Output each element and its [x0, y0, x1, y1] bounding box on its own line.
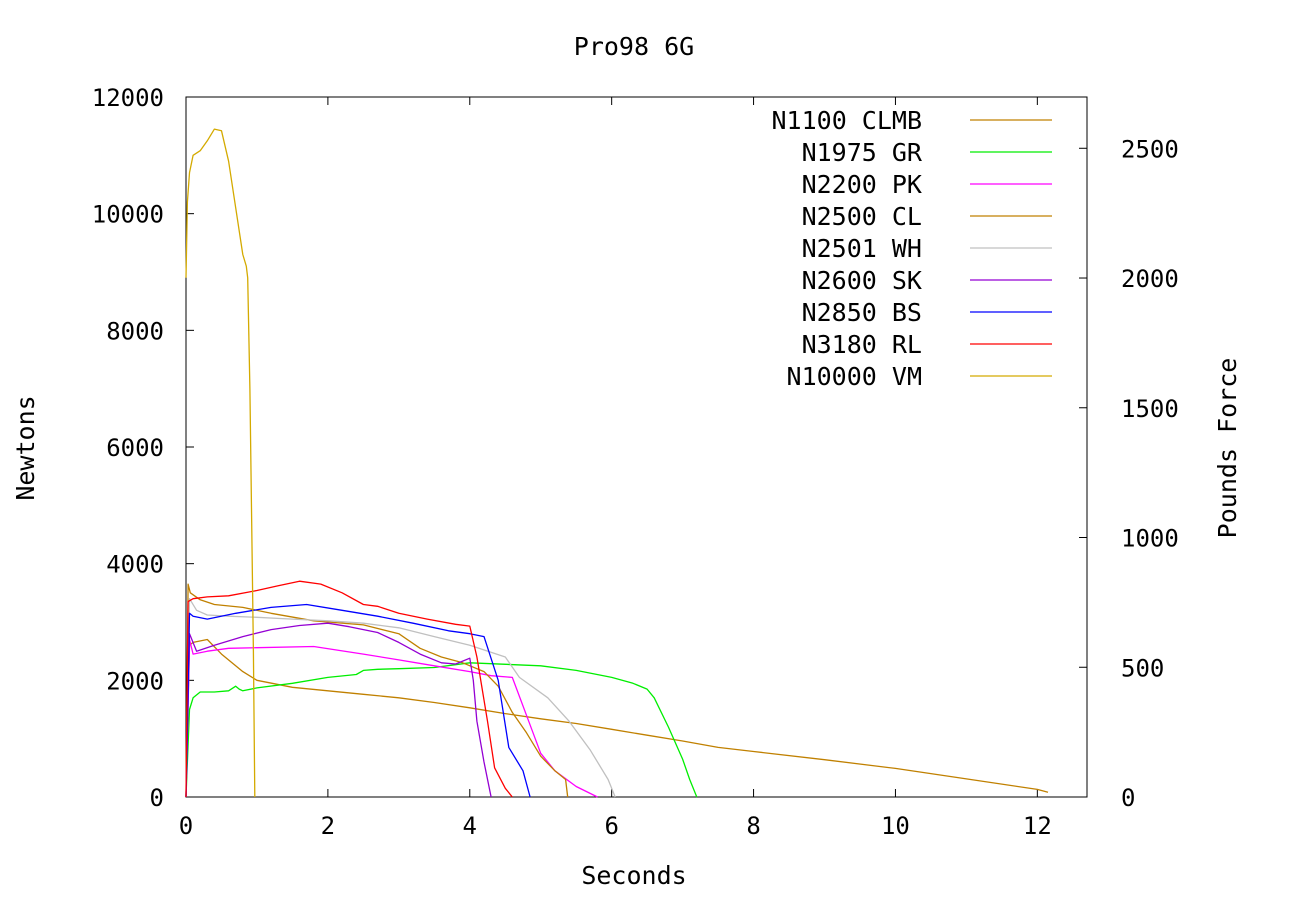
x-tick-label-4: 8: [746, 812, 760, 840]
x-tick-label-6: 12: [1023, 812, 1052, 840]
x-tick-label-2: 4: [463, 812, 477, 840]
y2-tick-label-4: 2000: [1121, 265, 1179, 293]
y-tick-label-3: 6000: [106, 434, 164, 462]
x-tick-label-0: 0: [179, 812, 193, 840]
series-line-n2850-bs: [185, 603, 531, 798]
legend-label-n2200-pk: N2200 PK: [802, 170, 922, 199]
series-line-n1975-gr: [185, 662, 698, 798]
y-tick-label-1: 2000: [106, 667, 164, 695]
series-line-n2500-cl: [185, 583, 569, 798]
series-layer: [185, 128, 1049, 798]
chart-title: Pro98 6G: [574, 32, 694, 61]
legend: N1100 CLMB N1975 GR N2200 PK N2500 CL N2501 …: [771, 106, 1052, 391]
ticks-layer: 0 2 4 6 8 10 12 0 2000 4000 6000 8000 10000 12000 0 500…: [92, 84, 1179, 840]
series-line-n2200-pk: [185, 638, 598, 798]
series-line-n3180-rl: [185, 580, 513, 798]
legend-label-n1100-clmb: N1100 CLMB: [771, 106, 922, 135]
series-line-n2501-wh: [185, 598, 616, 798]
x-tick-label-1: 2: [321, 812, 335, 840]
x-axis-label: Seconds: [581, 861, 686, 890]
y-tick-label-5: 10000: [92, 201, 164, 229]
y2-tick-label-1: 500: [1121, 654, 1164, 682]
y2-tick-label-2: 1000: [1121, 525, 1179, 553]
legend-label-n2850-bs: N2850 BS: [802, 298, 922, 327]
series-line-n1100-clmb: [185, 638, 1049, 798]
legend-label-n1975-gr: N1975 GR: [802, 138, 923, 167]
y2-axis-label: Pounds Force: [1213, 358, 1242, 539]
x-tick-label-3: 6: [604, 812, 618, 840]
legend-label-n2600-sk: N2600 SK: [802, 266, 922, 295]
y-tick-label-0: 0: [150, 784, 164, 812]
y2-tick-label-5: 2500: [1121, 135, 1179, 163]
y-tick-label-2: 4000: [106, 551, 164, 579]
y2-tick-label-3: 1500: [1121, 395, 1179, 423]
legend-label-n2500-cl: N2500 CL: [802, 202, 922, 231]
legend-label-n2501-wh: N2501 WH: [802, 234, 922, 263]
legend-label-n10000-vm: N10000 VM: [787, 362, 922, 391]
series-line-n2600-sk: [185, 622, 492, 798]
x-tick-label-5: 10: [881, 812, 910, 840]
series-line-n10000-vm: [185, 128, 256, 798]
y-tick-label-6: 12000: [92, 84, 164, 112]
legend-label-n3180-rl: N3180 RL: [802, 330, 922, 359]
y2-tick-label-0: 0: [1121, 784, 1135, 812]
y-axis-label: Newtons: [11, 395, 40, 500]
plot-frame: [185, 96, 1088, 798]
y-tick-label-4: 8000: [106, 317, 164, 345]
